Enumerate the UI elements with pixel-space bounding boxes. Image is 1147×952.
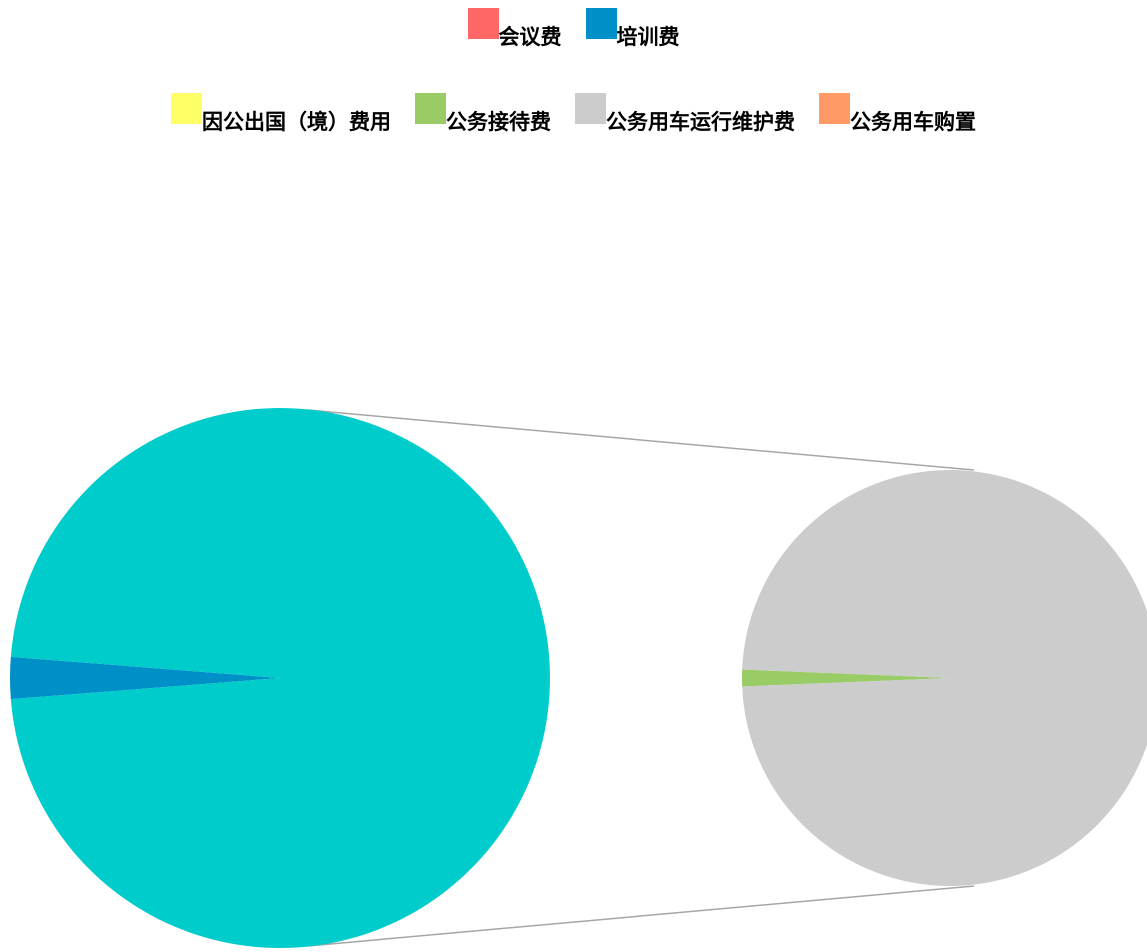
legend-label-vehicle-purchase: 公务用车购置 [850,110,976,134]
legend-swatch-reception [415,93,446,124]
legend-item-reception: 公务接待费 [415,93,551,133]
legend-label-meeting: 会议费 [498,25,562,49]
legend-item-training: 培训费 [585,8,680,49]
legend-row-1: 会议费 培训费 [0,8,1147,48]
legend-item-vehicle-operation: 公务用车运行维护费 [575,93,795,133]
connector-line-1 [307,885,975,947]
secondary-slice-1 [742,470,1147,886]
legend-label-overseas: 因公出国（境）费用 [202,110,391,134]
primary-slice-0 [9,656,280,700]
legend-item-overseas: 因公出国（境）费用 [171,93,391,133]
legend-label-vehicle-operation: 公务用车运行维护费 [606,110,795,134]
legend-swatch-vehicle-purchase [819,93,850,124]
primary-pie [9,408,550,948]
connector-lines [307,409,975,947]
connector-line-0 [307,409,975,471]
secondary-slice-0 [742,669,950,687]
legend-row-2: 因公出国（境）费用 公务接待费 公务用车运行维护费 公务用车购置 [0,93,1147,133]
legend-swatch-meeting [467,8,499,39]
legend-item-meeting: 会议费 [467,8,562,49]
legend-swatch-vehicle-operation [575,93,606,124]
legend-label-training: 培训费 [616,25,680,49]
legend-swatch-overseas [171,93,202,124]
primary-slice-1 [10,408,550,948]
secondary-pie [742,470,1147,886]
legend-swatch-training [585,8,617,39]
legend-label-reception: 公务接待费 [446,110,551,134]
legend-item-vehicle-purchase: 公务用车购置 [819,93,976,133]
